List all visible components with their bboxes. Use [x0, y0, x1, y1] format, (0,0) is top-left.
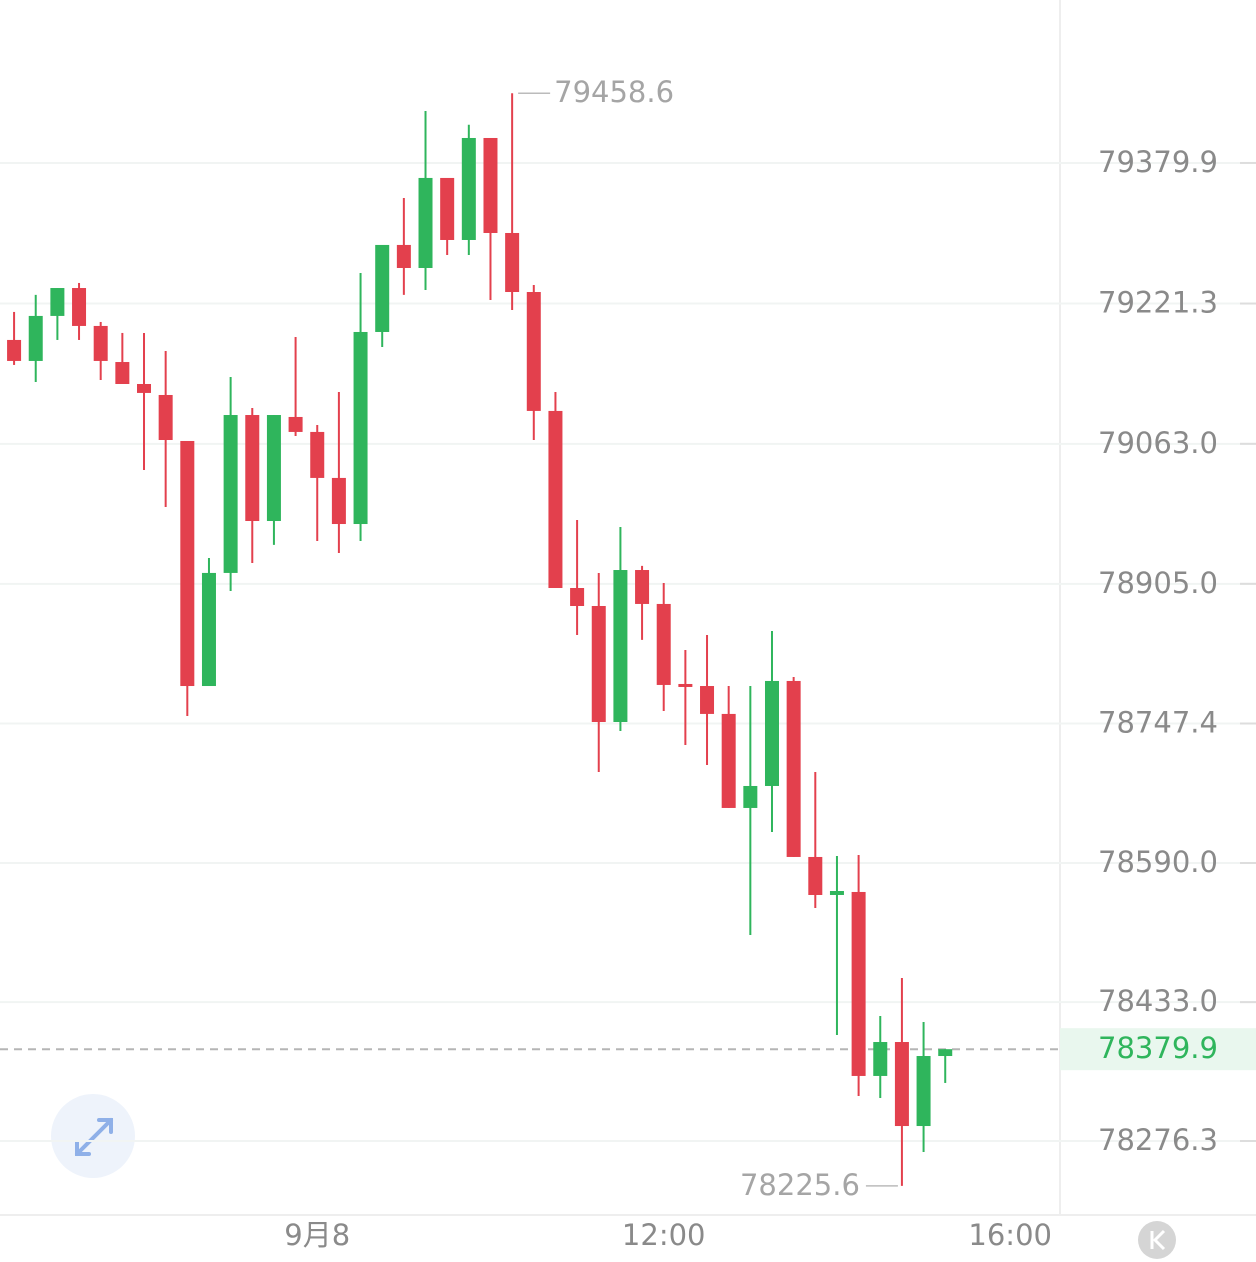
candle-body	[700, 686, 715, 714]
y-tick-label: 79063.0	[1098, 426, 1218, 460]
x-tick-label: 16:00	[968, 1218, 1052, 1252]
high-label: 79458.6	[554, 75, 674, 109]
candle-body	[548, 410, 563, 589]
candle-body	[635, 570, 650, 604]
expand-button[interactable]	[51, 1094, 135, 1178]
y-tick-label: 78276.3	[1098, 1123, 1218, 1157]
candle-body	[331, 477, 346, 525]
y-tick-label: 79379.9	[1098, 145, 1218, 179]
candle-body	[938, 1049, 953, 1057]
candle-body	[873, 1042, 888, 1076]
candle-body	[266, 415, 281, 522]
k-icon	[1150, 1229, 1166, 1251]
candle-body	[613, 570, 628, 722]
y-tick-label: 78905.0	[1098, 566, 1218, 600]
candle-body	[461, 137, 476, 240]
candle-body	[115, 362, 130, 384]
candle-body	[916, 1056, 931, 1127]
candle-body	[418, 177, 433, 268]
candle-body	[180, 440, 195, 687]
candle-body	[288, 416, 303, 432]
candle-body	[223, 415, 238, 573]
x-tick-label: 9月8	[284, 1218, 350, 1252]
k-button[interactable]	[1138, 1221, 1176, 1259]
candle-body	[591, 605, 606, 722]
candle-body	[851, 891, 866, 1076]
last-price-label: 78379.9	[1098, 1031, 1218, 1065]
y-tick-label: 78747.4	[1098, 706, 1218, 740]
candle-body	[50, 288, 65, 316]
candle-body	[353, 331, 368, 525]
plot: 79379.9 79221.3 79063.0 78905.0 78747.4 78590…	[0, 75, 1256, 1252]
candle-body	[505, 232, 520, 293]
candle-body	[440, 177, 455, 240]
candle-body	[93, 325, 108, 361]
expand-icon	[75, 1118, 113, 1156]
y-tick-label: 79221.3	[1098, 286, 1218, 320]
candle-body	[375, 244, 390, 332]
low-label: 78225.6	[740, 1168, 860, 1202]
candle-body	[7, 339, 22, 361]
candle-body	[743, 785, 758, 808]
candle-body	[483, 137, 498, 233]
x-tick-label: 12:00	[622, 1218, 706, 1252]
candle-body	[396, 244, 411, 268]
candle-body	[245, 415, 260, 522]
last-price-bg	[1060, 1028, 1256, 1071]
candle-body	[158, 394, 173, 441]
candle-body	[678, 683, 693, 687]
candle-body	[656, 603, 671, 685]
candle-body	[526, 292, 541, 411]
candle-body	[28, 315, 43, 361]
y-tick-label: 78590.0	[1098, 845, 1218, 879]
candle-body	[72, 288, 87, 326]
candle-body	[764, 680, 779, 786]
candle-body	[894, 1042, 909, 1127]
candle-body	[570, 588, 585, 606]
candle-body	[310, 431, 325, 478]
candle-body	[201, 572, 216, 687]
candle-body	[829, 891, 844, 895]
candle-body	[786, 680, 801, 857]
candle-body	[137, 383, 152, 393]
candle-body	[808, 856, 823, 895]
y-tick-label: 78433.0	[1098, 984, 1218, 1018]
candle-body	[721, 713, 736, 808]
